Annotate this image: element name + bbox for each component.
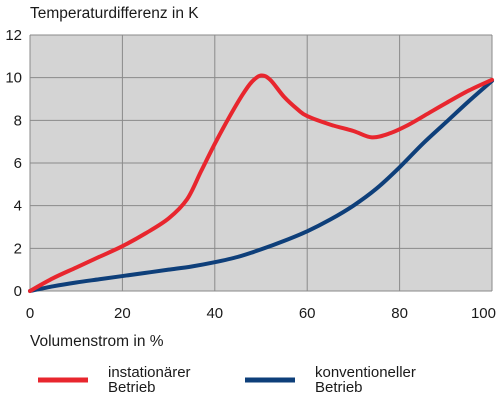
x-tick-label: 40: [206, 305, 223, 322]
series-lines: [28, 73, 494, 293]
y-tick-label: 2: [14, 240, 22, 257]
x-tick-label: 80: [391, 305, 408, 322]
y-tick-label: 8: [14, 112, 22, 129]
y-tick-label: 12: [5, 27, 22, 44]
x-tick-label: 0: [26, 305, 34, 322]
x-tick-label: 100: [471, 305, 496, 322]
y-tick-label: 0: [14, 283, 22, 300]
legend-label-1: Betrieb: [108, 379, 156, 396]
x-tick-labels: 0 20 40 60 80 100: [26, 305, 496, 322]
y-tick-label: 4: [14, 198, 22, 215]
series-line-1: [28, 73, 494, 293]
legend-label-2: Betrieb: [315, 379, 363, 396]
series-line-2: [28, 78, 494, 293]
x-axis-label: Volumenstrom in %: [30, 333, 164, 350]
legend-label-2: konventioneller: [315, 364, 416, 381]
x-tick-label: 20: [114, 305, 131, 322]
y-tick-label: 6: [14, 155, 22, 172]
legend: instationärerBetriebkonventionellerBetri…: [38, 364, 416, 396]
legend-label-1: instationärer: [108, 364, 191, 381]
y-tick-labels: 0 2 4 6 8 10 12: [5, 27, 22, 300]
x-tick-label: 60: [299, 305, 316, 322]
y-axis-label: Temperaturdifferenz in K: [30, 5, 199, 22]
y-tick-label: 10: [5, 70, 22, 87]
